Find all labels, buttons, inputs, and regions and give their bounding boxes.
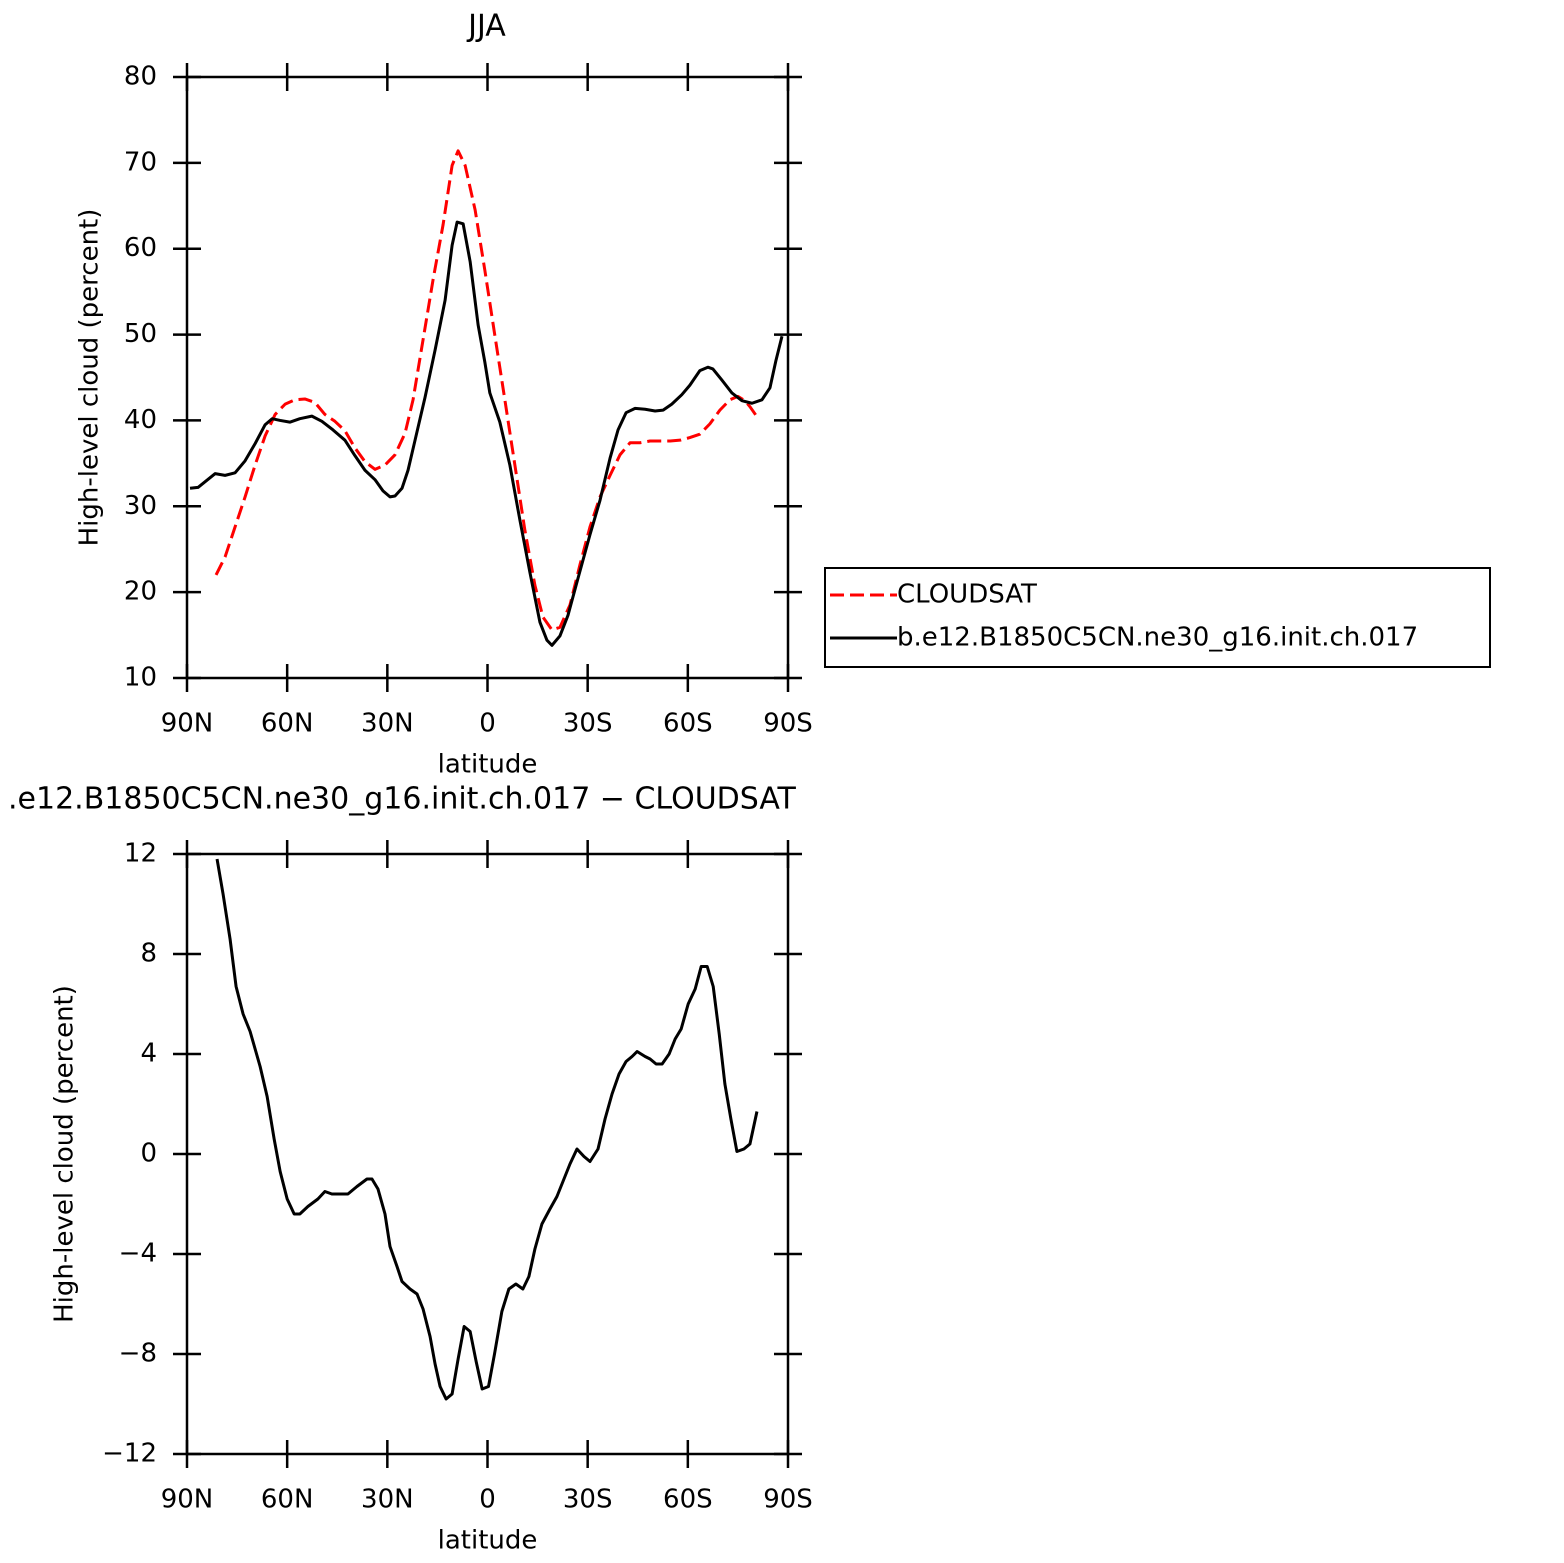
data-line <box>214 149 758 632</box>
y-tick-label: 60 <box>124 233 157 263</box>
y-tick-label: −8 <box>119 1339 157 1369</box>
y-tick-label: 12 <box>124 839 157 869</box>
chart-title: JJA <box>466 9 506 44</box>
y-axis-label: High-level cloud (percent) <box>50 985 80 1323</box>
y-tick-label: −4 <box>119 1239 157 1269</box>
x-tick-label: 60S <box>663 709 713 739</box>
x-tick-label: 90N <box>161 1485 214 1515</box>
legend-label: CLOUDSAT <box>897 580 1037 610</box>
y-tick-label: 30 <box>124 491 157 521</box>
x-tick-label: 60N <box>261 709 314 739</box>
y-tick-label: −12 <box>102 1439 157 1469</box>
x-tick-label: 30S <box>563 1485 613 1515</box>
data-line <box>215 858 759 1401</box>
x-tick-label: 30S <box>563 709 613 739</box>
legend: CLOUDSAT b.e12.B1850C5CN.ne30_g16.init.ch… <box>824 567 1491 668</box>
data-line <box>189 220 784 647</box>
x-tick-label: 90S <box>763 709 813 739</box>
y-tick-label: 80 <box>124 62 157 92</box>
plot: −12 −8 −4 0 4 8 12 90N 60N 30N 0 30S 60S 90S latitude H… <box>8 782 813 1556</box>
x-tick-label: 0 <box>479 709 496 739</box>
x-tick-label: 60S <box>663 1485 713 1515</box>
y-tick-label: 10 <box>124 663 157 693</box>
x-axis-label: latitude <box>438 1526 538 1556</box>
x-tick-label: 30N <box>361 709 414 739</box>
chart-title: .e12.B1850C5CN.ne30_g16.init.ch.017 − CL… <box>8 782 797 817</box>
x-axis-label: latitude <box>438 750 538 780</box>
y-tick-label: 40 <box>124 405 157 435</box>
x-tick-label: 0 <box>479 1485 496 1515</box>
x-tick-label: 60N <box>261 1485 314 1515</box>
x-tick-label: 90S <box>763 1485 813 1515</box>
x-tick-label: 90N <box>161 709 214 739</box>
y-tick-label: 50 <box>124 319 157 349</box>
y-tick-label: 4 <box>140 1039 157 1069</box>
legend-label: b.e12.B1850C5CN.ne30_g16.init.ch.017 <box>897 623 1418 653</box>
x-tick-label: 30N <box>361 1485 414 1515</box>
y-tick-label: 8 <box>140 939 157 969</box>
legend-box <box>824 567 1491 668</box>
y-tick-label: 0 <box>140 1139 157 1169</box>
plot: 10 20 30 40 50 60 70 80 90N 60N 30N 0 30S 60S 90S latit… <box>75 9 1491 780</box>
y-tick-label: 20 <box>124 577 157 607</box>
y-tick-label: 70 <box>124 147 157 177</box>
y-axis-label: High-level cloud (percent) <box>75 209 105 547</box>
